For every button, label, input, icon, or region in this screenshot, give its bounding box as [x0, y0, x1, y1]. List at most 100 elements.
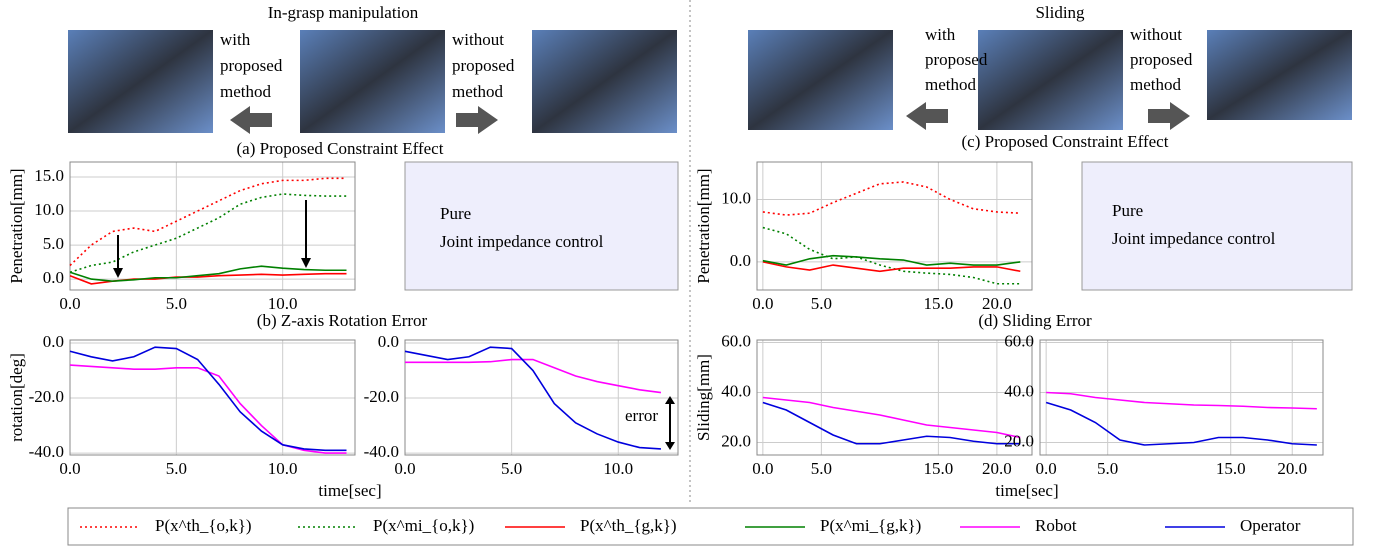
x-tick-label: 15.0	[924, 459, 954, 478]
x-tick-label: 0.0	[752, 459, 773, 478]
plot-frame	[1039, 339, 1324, 456]
y-tick-label: -40.0	[29, 442, 64, 461]
plot-frame	[69, 161, 356, 291]
x-tick-label: 20.0	[1277, 459, 1307, 478]
legend-label: P(x^mi_{g,k})	[820, 516, 921, 535]
photo	[978, 30, 1123, 130]
arrow-label: method	[220, 82, 271, 101]
plot-frame	[756, 339, 1033, 456]
series-line	[69, 177, 347, 267]
placeholder-text: Pure	[440, 204, 471, 223]
panel-title: Sliding	[1035, 3, 1085, 22]
arrow-label: proposed	[1130, 50, 1193, 69]
y-tick-label: 40.0	[1004, 381, 1034, 400]
y-axis-label: Sliding[mm]	[694, 354, 713, 441]
arrow-label: without	[1130, 25, 1182, 44]
arrow	[906, 102, 948, 130]
annotation-arrow-head	[665, 442, 675, 450]
series-line	[1045, 401, 1317, 446]
x-tick-label: 15.0	[1216, 459, 1246, 478]
series-line	[762, 401, 1021, 445]
annotation-arrow-head	[665, 396, 675, 404]
y-tick-label: 20.0	[721, 431, 751, 450]
plot-frame	[69, 339, 356, 456]
series-line	[762, 226, 1021, 285]
annotation-arrow-head	[113, 268, 123, 278]
caption: (c) Proposed Constraint Effect	[962, 132, 1169, 151]
arrow	[230, 106, 272, 134]
x-tick-label: 10.0	[603, 459, 633, 478]
plot-frame	[756, 161, 1033, 291]
series-line	[405, 358, 662, 394]
arrow	[456, 106, 498, 134]
legend	[67, 507, 1354, 546]
y-tick-label: 40.0	[721, 381, 751, 400]
x-tick-label: 5.0	[166, 459, 187, 478]
photo	[748, 30, 893, 130]
series-line	[69, 193, 347, 274]
y-tick-label: 0.0	[43, 332, 64, 351]
series-line	[69, 346, 347, 452]
placeholder-text: Joint impedance control	[1112, 229, 1276, 248]
arrow-label: method	[925, 75, 976, 94]
placeholder-box	[404, 161, 679, 291]
x-tick-label: 0.0	[752, 294, 773, 313]
series-line	[69, 265, 347, 282]
x-tick-label: 5.0	[501, 459, 522, 478]
y-tick-label: 10.0	[721, 188, 751, 207]
x-tick-label: 10.0	[268, 294, 298, 313]
arrow-label: without	[452, 30, 504, 49]
caption: (a) Proposed Constraint Effect	[237, 139, 444, 158]
x-tick-label: 15.0	[924, 294, 954, 313]
y-tick-label: 5.0	[43, 234, 64, 253]
legend-label: P(x^mi_{o,k})	[373, 516, 474, 535]
series-line	[404, 346, 661, 450]
arrow-label: with	[220, 30, 251, 49]
arrow-label: with	[925, 25, 956, 44]
y-tick-label: 0.0	[730, 251, 751, 270]
photo	[68, 30, 213, 133]
placeholder-box	[1081, 161, 1353, 291]
y-tick-label: 60.0	[721, 331, 751, 350]
x-tick-label: 5.0	[811, 459, 832, 478]
x-tick-label: 20.0	[982, 459, 1012, 478]
y-tick-label: 20.0	[1004, 431, 1034, 450]
series-line	[762, 396, 1021, 439]
photo	[1207, 30, 1352, 120]
x-tick-label: 0.0	[1036, 459, 1057, 478]
y-tick-label: 10.0	[34, 200, 64, 219]
arrow-label: proposed	[220, 56, 283, 75]
y-tick-label: 60.0	[1004, 331, 1034, 350]
x-tick-label: 0.0	[59, 294, 80, 313]
x-tick-label: 20.0	[982, 294, 1012, 313]
annotation-arrow-head	[301, 258, 311, 268]
x-tick-label: 0.0	[394, 459, 415, 478]
caption: (b) Z-axis Rotation Error	[257, 311, 428, 330]
y-axis-label: Penetration[mm]	[694, 168, 713, 283]
series-line	[1046, 391, 1317, 410]
arrow	[1148, 102, 1190, 130]
caption: (d) Sliding Error	[978, 311, 1092, 330]
x-tick-label: 10.0	[268, 459, 298, 478]
series-line	[762, 181, 1021, 216]
series-line	[69, 364, 347, 454]
placeholder-text: Joint impedance control	[440, 232, 604, 251]
plot-frame	[404, 339, 679, 456]
panel-title: In-grasp manipulation	[268, 3, 419, 22]
y-tick-label: 0.0	[43, 268, 64, 287]
legend-label: P(x^th_{o,k})	[155, 516, 252, 535]
y-tick-label: 15.0	[34, 166, 64, 185]
x-tick-label: 5.0	[166, 294, 187, 313]
legend-label: P(x^th_{g,k})	[580, 516, 677, 535]
legend-label: Operator	[1240, 516, 1301, 535]
y-tick-label: -20.0	[364, 387, 399, 406]
y-axis-label: Penetration[mm]	[7, 168, 26, 283]
arrow-label: proposed	[925, 50, 988, 69]
y-tick-label: -40.0	[364, 442, 399, 461]
annotation: error	[625, 406, 658, 425]
x-axis-label: time[sec]	[995, 481, 1058, 500]
y-tick-label: 0.0	[378, 332, 399, 351]
series-line	[762, 261, 1021, 273]
arrow-label: proposed	[452, 56, 515, 75]
x-tick-label: 5.0	[1097, 459, 1118, 478]
